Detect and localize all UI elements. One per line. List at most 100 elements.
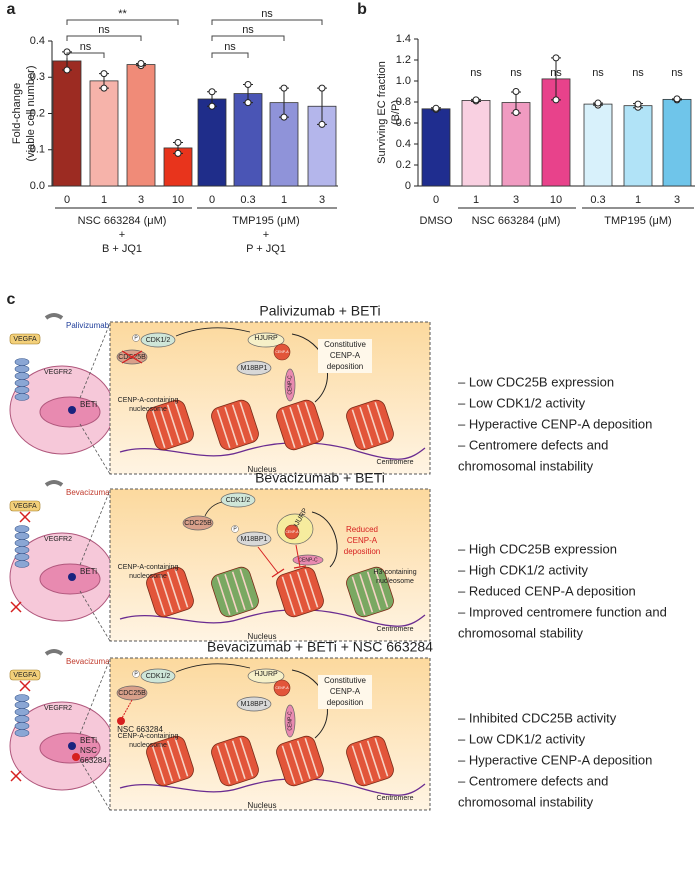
receptor — [14, 729, 30, 737]
cdk-label: CDK1/2 — [146, 673, 171, 680]
nucleosome-stripe — [231, 740, 246, 780]
nucleosome-label: CENP-A-containing — [118, 733, 179, 740]
significance-bracket — [66, 19, 179, 25]
nucleosome-stripe — [239, 569, 254, 608]
nucleosome-stripe — [166, 404, 181, 444]
nucleosome — [211, 399, 259, 451]
nucleosome-stripe — [304, 402, 319, 441]
centromere-label: Centromere — [377, 459, 414, 466]
drug-dot — [68, 406, 76, 414]
significance-bracket — [66, 35, 142, 41]
nucleosome — [211, 735, 259, 787]
nucleosome — [276, 566, 324, 618]
block-mark — [10, 601, 22, 613]
significance-bracket — [66, 52, 105, 58]
x-tick-label: 3 — [138, 194, 144, 206]
group-label: TMP195 (μM) — [604, 215, 671, 227]
cenpc-label: CENP-C — [298, 557, 318, 563]
bullet: – Reduced CENP-A deposition — [458, 583, 636, 598]
bullet: – High CDK1/2 activity — [458, 562, 589, 577]
m18bp1 — [236, 531, 272, 547]
bullet: – Hyperactive CENP-A deposition — [458, 752, 652, 767]
significance-label: ns — [592, 67, 604, 79]
drug-label: 663284 — [80, 756, 107, 765]
y-tick-label: 0.1 — [30, 144, 45, 156]
inhibition — [257, 546, 279, 574]
nucleosome-stripe — [216, 576, 231, 615]
y-tick-label: 0.2 — [30, 107, 45, 119]
receptor — [14, 365, 30, 373]
data-point — [432, 104, 440, 112]
y-tick-label: 0.0 — [30, 180, 45, 192]
ligand-label: VEGFA — [13, 503, 37, 510]
bullet: – Low CDK1/2 activity — [458, 395, 586, 410]
bar — [52, 60, 82, 187]
nucleosome-stripe — [296, 571, 311, 611]
bar — [233, 93, 263, 187]
row-title: Bevacizumab + BETi — [255, 470, 385, 486]
antibody-label: Palivizumab — [66, 321, 110, 330]
block-mark — [10, 770, 22, 782]
hjurp-label: HJURP — [254, 335, 278, 342]
nucleosome-stripe — [216, 409, 231, 448]
group-label: B + JQ1 — [102, 243, 142, 255]
receptor — [14, 560, 30, 568]
y-tick-label: 1.4 — [396, 33, 411, 45]
nucleosome — [146, 399, 194, 451]
deposition-bg — [318, 675, 372, 709]
data-point — [137, 59, 145, 67]
nucleosome-stripe — [281, 409, 296, 448]
nucleosome-stripe — [151, 409, 166, 448]
nucleosome-stripe — [351, 409, 366, 448]
nucleosome-stripe — [366, 740, 381, 780]
x-tick-label: 3 — [513, 194, 519, 206]
receptor — [14, 372, 30, 380]
nucleosome-label: nucleosome — [129, 406, 167, 413]
cenpa — [284, 524, 300, 540]
significance-label: ns — [632, 67, 644, 79]
zoom-line — [79, 658, 111, 735]
h3-label: nucleosome — [376, 578, 414, 585]
nucleus-label: Nucleus — [248, 465, 277, 474]
nucleosome-stripe — [239, 738, 254, 777]
phospho-label: P — [134, 335, 138, 341]
nucleosome — [346, 399, 394, 451]
bullet: chromosomal instability — [458, 794, 594, 809]
deposition-arrow — [311, 511, 338, 568]
nucleosome-stripe — [281, 745, 296, 784]
drug-label: BETi — [80, 736, 97, 745]
group-label: NSC 663284 (μM) — [472, 215, 561, 227]
receptor-label: VEGFR2 — [44, 536, 72, 543]
cdk-label: CDK1/2 — [146, 337, 171, 344]
nucleosome-stripe — [151, 576, 166, 615]
nucleosome-stripe — [239, 402, 254, 441]
significance-bracket — [211, 19, 323, 25]
row-title: Palivizumab + BETi — [259, 303, 380, 319]
data-point — [208, 88, 216, 96]
receptor — [14, 525, 30, 533]
nucleosome-stripe — [374, 569, 389, 608]
nucleosome-label: nucleosome — [129, 742, 167, 749]
group-label: TMP195 (μM) — [232, 215, 299, 227]
cross — [121, 350, 143, 364]
y-axis-label: Fold-change — [11, 83, 23, 144]
cenpa — [273, 343, 291, 361]
phospho — [132, 334, 140, 342]
deposition-label: CENP-A — [330, 351, 361, 360]
cdc25b-label: CDC25B — [118, 690, 146, 697]
h3-label: H3-containing — [373, 569, 416, 576]
bullet: – Centromere defects and — [458, 773, 608, 788]
data-point — [673, 95, 681, 103]
nucleosome-stripe — [281, 576, 296, 615]
cdc25b — [182, 515, 214, 531]
m18bp1-label: M18BP1 — [241, 536, 268, 543]
nucleus-label: Nucleus — [248, 801, 277, 810]
nucleosome-label: nucleosome — [129, 573, 167, 580]
centromere-label: Centromere — [377, 626, 414, 633]
bullet: – Hyperactive CENP-A deposition — [458, 416, 652, 431]
nucleosome-stripe — [366, 404, 381, 444]
nucleosome-stripe — [166, 740, 181, 780]
nucleosome-stripe — [174, 738, 189, 777]
y-axis-label: Surviving EC fraction — [376, 61, 388, 164]
group-label: + — [119, 229, 125, 241]
